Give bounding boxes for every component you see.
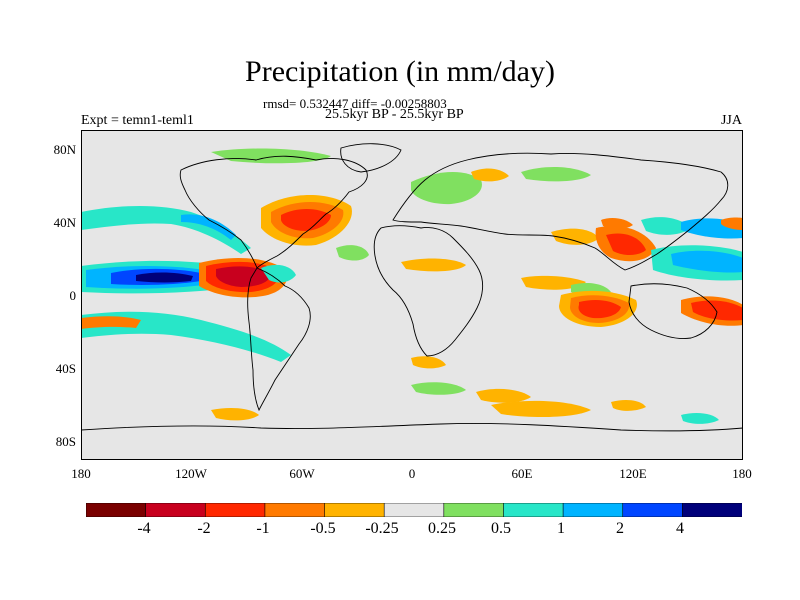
- anomaly-region: [211, 148, 331, 164]
- colorbar-swatch: [622, 503, 683, 517]
- greenland-coastline: [340, 143, 402, 173]
- anomaly-region: [81, 316, 141, 329]
- anomaly-region: [136, 272, 193, 283]
- anomaly-region: [411, 356, 446, 369]
- experiment-label: Expt = temn1-teml1: [81, 113, 194, 128]
- colorbar-label: -4: [137, 520, 151, 537]
- anomaly-region: [336, 245, 369, 261]
- anomaly-region: [578, 299, 621, 319]
- colorbar-swatch: [324, 503, 385, 517]
- lon-label-120e: 120E: [619, 466, 647, 481]
- colorbar-label: 4: [676, 520, 684, 537]
- anomaly-region: [521, 166, 591, 182]
- anomaly-region: [691, 300, 743, 321]
- colorbar-swatch: [86, 503, 147, 517]
- lon-label-180w: 180: [71, 466, 91, 481]
- africa-coastline: [373, 225, 484, 357]
- date-range-label: 25.5kyr BP - 25.5kyr BP: [325, 107, 464, 122]
- anomaly-region: [681, 412, 719, 424]
- colorbar-label: -1: [256, 520, 270, 537]
- colorbar-label: -2: [197, 520, 211, 537]
- anomaly-region: [401, 258, 466, 272]
- anomaly-region: [671, 250, 743, 273]
- lat-label-80s: 80S: [55, 434, 76, 449]
- lon-label-60w: 60W: [289, 466, 315, 481]
- antarctica-coastline: [81, 423, 743, 432]
- anomaly-region: [521, 275, 586, 290]
- colorbar-swatch: [443, 503, 505, 517]
- colorbar-label: -0.25: [365, 520, 399, 537]
- anomaly-region: [211, 407, 259, 421]
- anomaly-region: [606, 233, 646, 256]
- colorbar-swatch: [562, 503, 624, 517]
- lat-label-40s: 40S: [55, 361, 76, 376]
- anomaly-region: [81, 206, 251, 254]
- australia-maritime-coastline: [628, 283, 718, 339]
- lat-label-0: 0: [69, 288, 77, 303]
- colorbar-label: -0.5: [310, 520, 336, 537]
- lon-label-60e: 60E: [511, 466, 533, 481]
- colorbar-swatch: [383, 503, 445, 517]
- colorbar-swatch: [204, 503, 266, 517]
- map-frame: [81, 130, 743, 460]
- colorbar-label: 0.25: [428, 520, 456, 537]
- anomaly-region: [721, 217, 743, 230]
- colorbar-label: 2: [616, 520, 624, 537]
- lon-label-0: 0: [408, 466, 416, 481]
- lat-label-40n: 40N: [53, 215, 76, 230]
- map-background: [81, 130, 743, 460]
- colorbar: [86, 503, 742, 517]
- lon-label-180e: 180: [732, 466, 752, 481]
- anomaly-region: [281, 208, 331, 231]
- map-title: Precipitation (in mm/day): [245, 55, 555, 88]
- precipitation-anomaly-fields: [81, 148, 743, 424]
- colorbar-swatch: [145, 503, 206, 517]
- anomaly-region: [491, 400, 591, 418]
- colorbar-label: 0.5: [491, 520, 511, 537]
- lon-label-120w: 120W: [175, 466, 207, 481]
- colorbar-swatch: [503, 503, 564, 517]
- anomaly-region: [411, 171, 482, 205]
- south-america-coastline: [247, 267, 311, 412]
- colorbar-swatch: [682, 503, 742, 517]
- statistics-subtitle: rmsd= 0.532447 diff= -0.00258803: [263, 96, 447, 111]
- coastlines: [81, 143, 743, 432]
- anomaly-region: [181, 214, 236, 240]
- anomaly-region: [551, 228, 599, 245]
- north-america-coastline: [179, 155, 368, 269]
- anomaly-region: [611, 399, 646, 411]
- lat-label-80n: 80N: [53, 142, 76, 157]
- anomaly-region: [641, 217, 691, 235]
- colorbar-label: 1: [557, 520, 565, 537]
- precipitation-difference-map: [81, 130, 743, 460]
- anomaly-region: [261, 264, 296, 283]
- anomaly-region: [476, 388, 531, 403]
- eurasia-coastline: [392, 152, 729, 271]
- colorbar-swatch: [264, 503, 326, 517]
- season-label: JJA: [720, 113, 742, 128]
- anomaly-region: [411, 382, 466, 395]
- anomaly-region: [601, 217, 633, 229]
- anomaly-region: [471, 168, 509, 182]
- anomaly-region: [216, 266, 271, 287]
